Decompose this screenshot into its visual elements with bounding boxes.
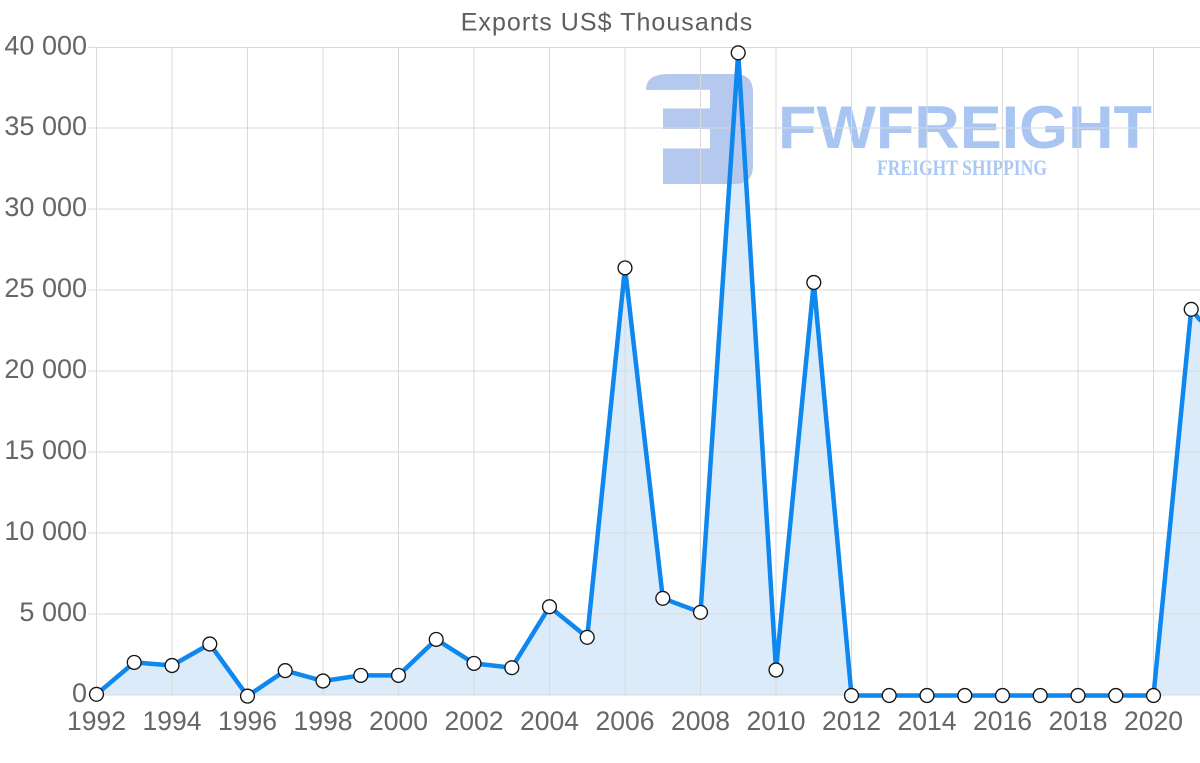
svg-text:5 000: 5 000 [19, 597, 87, 627]
svg-text:FWFREIGHT: FWFREIGHT [778, 94, 1152, 161]
svg-text:FREIGHT SHIPPING: FREIGHT SHIPPING [877, 155, 1047, 180]
svg-text:30 000: 30 000 [4, 192, 87, 222]
svg-text:40 000: 40 000 [4, 30, 87, 60]
svg-text:2016: 2016 [973, 706, 1032, 736]
svg-text:2002: 2002 [445, 706, 504, 736]
svg-text:1992: 1992 [67, 706, 126, 736]
svg-text:1998: 1998 [294, 706, 353, 736]
svg-text:2010: 2010 [747, 706, 806, 736]
svg-text:2018: 2018 [1049, 706, 1108, 736]
svg-text:1994: 1994 [143, 706, 202, 736]
svg-text:2004: 2004 [520, 706, 579, 736]
svg-text:2008: 2008 [671, 706, 730, 736]
svg-text:Exports US$ Thousands: Exports US$ Thousands [461, 9, 754, 37]
svg-text:2020: 2020 [1124, 706, 1183, 736]
svg-text:2000: 2000 [369, 706, 428, 736]
svg-text:1996: 1996 [218, 706, 277, 736]
svg-text:15 000: 15 000 [4, 435, 87, 465]
svg-text:35 000: 35 000 [4, 111, 87, 141]
svg-text:2006: 2006 [596, 706, 655, 736]
svg-text:2012: 2012 [822, 706, 881, 736]
svg-text:10 000: 10 000 [4, 516, 87, 546]
svg-text:25 000: 25 000 [4, 273, 87, 303]
svg-text:2014: 2014 [898, 706, 957, 736]
svg-text:0: 0 [72, 678, 87, 708]
svg-text:20 000: 20 000 [4, 354, 87, 384]
